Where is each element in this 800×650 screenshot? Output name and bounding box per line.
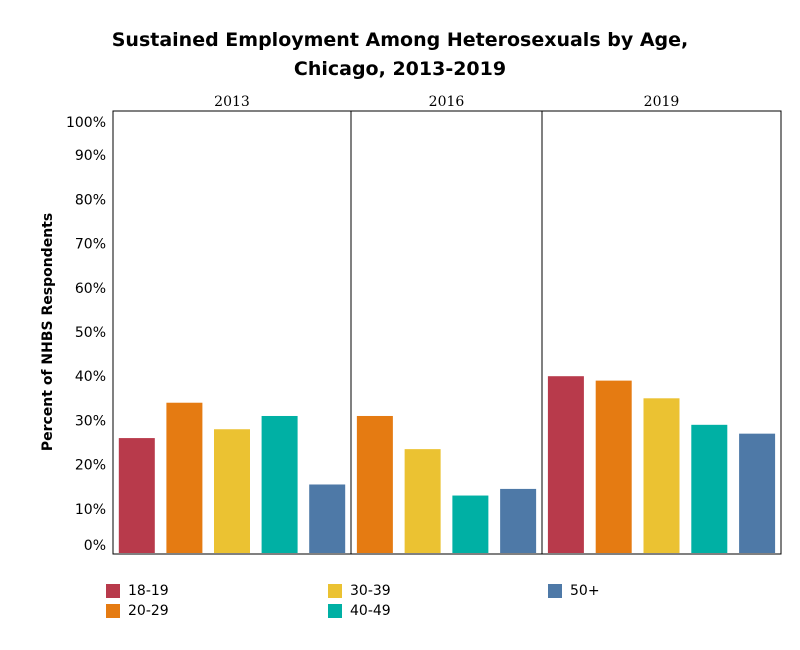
legend-label: 30-39: [350, 583, 391, 599]
y-axis-label: Percent of NHBS Respondents: [40, 213, 56, 451]
panel-label: 2019: [644, 94, 680, 110]
panels: 2013 2016 2019: [112, 94, 782, 555]
y-tick-label: 100%: [66, 115, 106, 131]
bar: [691, 424, 728, 553]
legend-swatch: [106, 604, 120, 618]
y-axis: Percent of NHBS Respondents 0% 10% 20% 30% 40…: [40, 115, 106, 554]
y-tick-label: 10%: [75, 502, 106, 518]
legend-label: 40-49: [350, 603, 391, 619]
panel-label: 2013: [214, 94, 250, 110]
bar: [261, 415, 298, 553]
legend-label: 20-29: [128, 603, 169, 619]
y-tick-label: 50%: [75, 325, 106, 341]
bar: [118, 438, 155, 553]
bar: [500, 488, 537, 553]
legend-swatch: [328, 584, 342, 598]
plot-frame: [112, 110, 782, 555]
y-tick-label: 40%: [75, 369, 106, 385]
bar: [643, 398, 680, 553]
legend-item: 20-29: [106, 602, 169, 620]
y-tick-label: 60%: [75, 281, 106, 297]
chart-title-line1: Sustained Employment Among Heterosexuals…: [111, 29, 689, 51]
bar: [739, 433, 776, 553]
legend-item: 18-19: [106, 582, 169, 600]
y-tick-label: 80%: [75, 192, 106, 208]
legend-label: 18-19: [128, 583, 169, 599]
chart-title-line2: Chicago, 2013-2019: [293, 58, 507, 80]
bar: [214, 429, 250, 553]
legend: 18-19 20-29 30-39 40-49 50+: [106, 582, 666, 626]
legend-item: 40-49: [328, 602, 391, 620]
bar: [356, 415, 393, 553]
legend-swatch: [548, 584, 562, 598]
legend-item: 50+: [548, 582, 600, 600]
legend-item: 30-39: [328, 582, 391, 600]
bar: [547, 376, 584, 553]
panel-label: 2016: [429, 94, 465, 110]
legend-swatch: [328, 604, 342, 618]
legend-swatch: [106, 584, 120, 598]
y-tick-label: 30%: [75, 413, 106, 429]
bar: [452, 495, 489, 553]
y-tick-label: 90%: [75, 148, 106, 164]
y-tick-label: 0%: [84, 538, 106, 554]
bar: [309, 484, 346, 553]
bars: [118, 376, 776, 553]
y-tick-label: 70%: [75, 237, 106, 253]
bar: [404, 449, 441, 553]
chart-title: Sustained Employment Among Heterosexuals…: [0, 26, 800, 84]
y-tick-label: 20%: [75, 458, 106, 474]
bar: [166, 402, 203, 553]
legend-label: 50+: [570, 583, 600, 599]
bar: [595, 380, 632, 553]
